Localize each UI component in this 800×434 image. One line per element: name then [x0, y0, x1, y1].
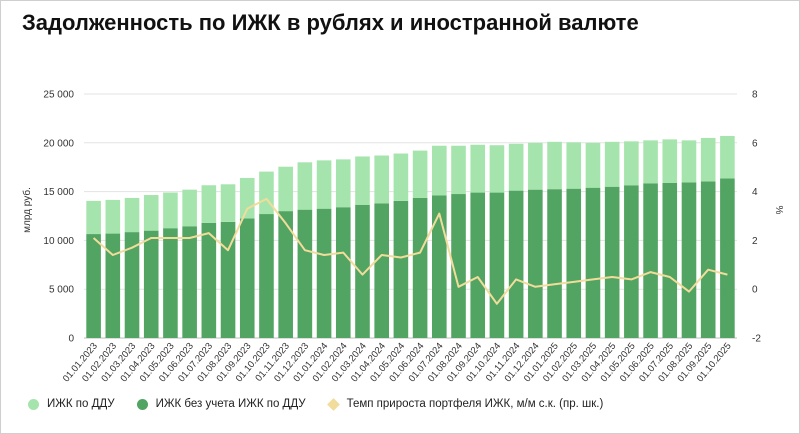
y2-tick-label: 0 [752, 285, 758, 296]
bar-ddu [681, 140, 697, 183]
bar-without-ddu [201, 222, 217, 338]
bar-without-ddu [451, 194, 466, 338]
legend-label-ddu: ИЖК по ДДУ [47, 398, 115, 410]
bar-ddu [700, 137, 716, 182]
bar-without-ddu [220, 221, 236, 338]
bar-ddu [105, 199, 121, 234]
bar-without-ddu [489, 192, 505, 338]
legend-item-ddu: ИЖК по ДДУ [28, 398, 115, 410]
bar-without-ddu [297, 209, 313, 338]
legend-label-growth-rate: Темп прироста портфеля ИЖК, м/м с.к. (пр… [346, 398, 604, 410]
bar-without-ddu [335, 207, 351, 338]
legend-item-without-ddu: ИЖК без учета ИЖК по ДДУ [136, 398, 306, 410]
bar-ddu [643, 140, 658, 184]
bar-ddu [489, 145, 505, 193]
y-tick-label: 0 [68, 334, 74, 345]
bar-ddu [393, 153, 409, 201]
legend: ИЖК по ДДУ ИЖК без учета ИЖК по ДДУ Темп… [28, 397, 625, 411]
bar-ddu [528, 142, 543, 190]
y2-tick-label: 8 [752, 90, 758, 101]
bar-ddu [547, 141, 562, 190]
y2-tick-label: 4 [752, 187, 758, 198]
bar-ddu [220, 184, 236, 222]
bar-ddu [662, 139, 678, 183]
bar-without-ddu [585, 187, 601, 338]
bar-ddu [412, 150, 428, 198]
bar-without-ddu [681, 182, 697, 338]
bar-without-ddu [374, 203, 389, 338]
bar-ddu [163, 192, 178, 229]
bar-ddu [451, 145, 466, 195]
y2-axis-label: % [773, 206, 784, 215]
bar-without-ddu [604, 186, 620, 338]
bar-ddu [86, 200, 101, 235]
bar-without-ddu [700, 181, 716, 338]
bar-without-ddu [182, 226, 197, 338]
bar-ddu [374, 155, 389, 204]
bar-without-ddu [143, 230, 159, 338]
bar-without-ddu [105, 233, 121, 338]
bar-without-ddu [316, 208, 332, 338]
bar-ddu [566, 142, 582, 189]
bar-ddu [508, 143, 524, 191]
bar-ddu [470, 144, 486, 193]
bar-ddu [585, 142, 601, 188]
bar-ddu [355, 156, 370, 205]
bar-without-ddu [643, 183, 658, 338]
bar-without-ddu [239, 218, 255, 338]
bar-ddu [239, 177, 255, 219]
bar-without-ddu [470, 192, 486, 338]
y-tick-label: 5 000 [49, 285, 74, 296]
legend-swatch-ddu [28, 398, 39, 410]
bar-without-ddu [566, 188, 582, 338]
growth-rate-line [92, 197, 728, 305]
legend-label-without-ddu: ИЖК без учета ИЖК по ДДУ [155, 398, 306, 410]
y2-tick-label: -2 [752, 334, 761, 345]
bar-without-ddu [662, 182, 678, 338]
bar-ddu [278, 166, 293, 212]
y-tick-label: 15 000 [43, 187, 74, 198]
bar-ddu [335, 159, 351, 208]
bar-ddu [201, 185, 217, 223]
bar-without-ddu [528, 189, 543, 338]
bar-without-ddu [259, 214, 274, 338]
bar-ddu [182, 189, 197, 227]
bar-without-ddu [508, 190, 524, 338]
legend-item-growth-rate: Темп прироста портфеля ИЖК, м/м с.к. (пр… [326, 397, 604, 411]
y2-tick-label: 2 [752, 236, 758, 247]
bar-ddu [124, 197, 140, 233]
bar-without-ddu [412, 197, 428, 338]
bar-ddu [624, 141, 639, 186]
y-tick-label: 10 000 [43, 236, 74, 247]
bar-ddu [720, 135, 735, 179]
bar-without-ddu [163, 228, 178, 338]
y-axis-label: млрд руб. [21, 187, 33, 233]
y-tick-label: 20 000 [43, 138, 74, 149]
bar-without-ddu [393, 200, 409, 338]
bar-without-ddu [124, 232, 140, 338]
bar-without-ddu [355, 204, 370, 338]
bar-ddu [432, 145, 447, 196]
bar-ddu [259, 171, 274, 215]
bar-without-ddu [547, 189, 562, 338]
bar-ddu [297, 162, 313, 210]
bar-without-ddu [624, 185, 639, 338]
bar-ddu [604, 141, 620, 187]
page-title: Задолженность по ИЖК в рублях и иностран… [22, 10, 639, 35]
bar-without-ddu [720, 178, 735, 338]
y2-tick-label: 6 [752, 138, 758, 149]
legend-swatch-without-ddu [136, 398, 148, 410]
bar-without-ddu [278, 211, 293, 338]
y-tick-label: 25 000 [43, 90, 74, 101]
bar-ddu [316, 160, 332, 209]
legend-swatch-growth-rate [326, 397, 340, 411]
bar-without-ddu [86, 234, 101, 338]
bar-ddu [143, 195, 159, 231]
